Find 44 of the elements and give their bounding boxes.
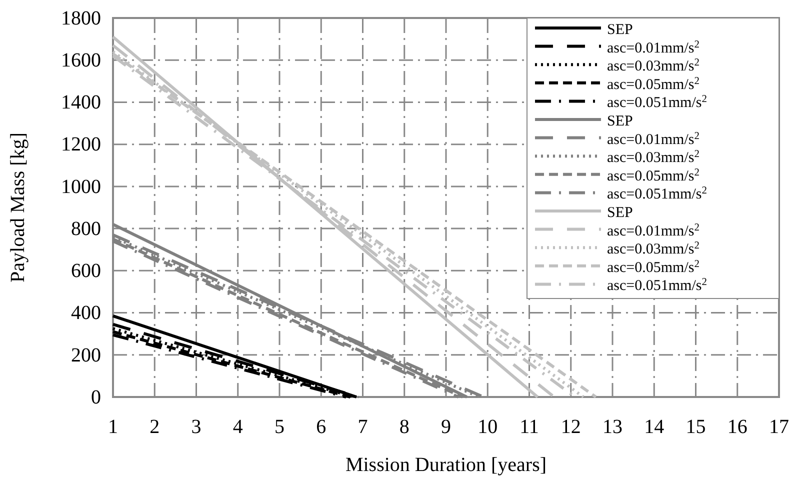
legend-label: SEP xyxy=(607,114,633,130)
y-tick-label: 400 xyxy=(71,302,101,324)
x-tick-label: 16 xyxy=(727,416,748,438)
legend-label: asc=0.051mm/s$^{2}$ xyxy=(607,185,707,203)
x-axis-title: Mission Duration [years] xyxy=(345,454,547,476)
x-tick-label: 9 xyxy=(441,416,451,438)
y-axis-title: Payload Mass [kg] xyxy=(7,132,29,282)
legend-label: asc=0.03mm/s$^{2}$ xyxy=(607,148,700,166)
y-tick-label: 600 xyxy=(71,260,101,282)
y-tick-label: 800 xyxy=(71,218,101,240)
x-tick-label: 13 xyxy=(602,416,622,438)
legend-label: asc=0.03mm/s$^{2}$ xyxy=(607,240,700,258)
y-tick-label: 0 xyxy=(91,386,101,408)
y-tick-label: 1000 xyxy=(61,176,101,198)
legend-label: SEP xyxy=(607,205,633,221)
x-tick-label: 12 xyxy=(560,416,581,438)
legend-label: asc=0.01mm/s$^{2}$ xyxy=(607,130,700,148)
x-tick-label: 8 xyxy=(399,416,410,438)
x-tick-label: 4 xyxy=(232,416,243,438)
x-tick-label: 7 xyxy=(358,416,368,438)
y-tick-label: 200 xyxy=(71,344,101,366)
x-tick-label: 10 xyxy=(478,416,498,438)
legend-label: asc=0.05mm/s$^{2}$ xyxy=(607,166,700,184)
y-tick-label: 1200 xyxy=(61,134,101,156)
legend-label: asc=0.05mm/s$^{2}$ xyxy=(607,258,700,276)
x-tick-label: 15 xyxy=(686,416,706,438)
x-tick-label: 11 xyxy=(520,416,539,438)
x-tick-label: 3 xyxy=(191,416,202,438)
y-tick-label: 1800 xyxy=(61,7,101,30)
legend-label: asc=0.05mm/s$^{2}$ xyxy=(607,75,700,93)
legend-label: asc=0.03mm/s$^{2}$ xyxy=(607,57,700,75)
x-tick-label: 17 xyxy=(769,416,789,438)
legend-label: asc=0.051mm/s$^{2}$ xyxy=(607,276,707,294)
legend-label: asc=0.01mm/s$^{2}$ xyxy=(607,38,700,56)
legend-label: SEP xyxy=(607,22,633,38)
y-tick-label: 1400 xyxy=(61,92,101,114)
x-tick-label: 2 xyxy=(150,416,160,438)
x-tick-label: 1 xyxy=(108,416,118,438)
legend-label: asc=0.01mm/s$^{2}$ xyxy=(607,222,700,240)
legend-label: asc=0.051mm/s$^{2}$ xyxy=(607,94,707,112)
x-tick-label: 14 xyxy=(644,416,664,438)
x-tick-label: 5 xyxy=(274,416,284,438)
x-tick-label: 6 xyxy=(316,416,326,438)
y-tick-label: 1600 xyxy=(61,50,101,72)
